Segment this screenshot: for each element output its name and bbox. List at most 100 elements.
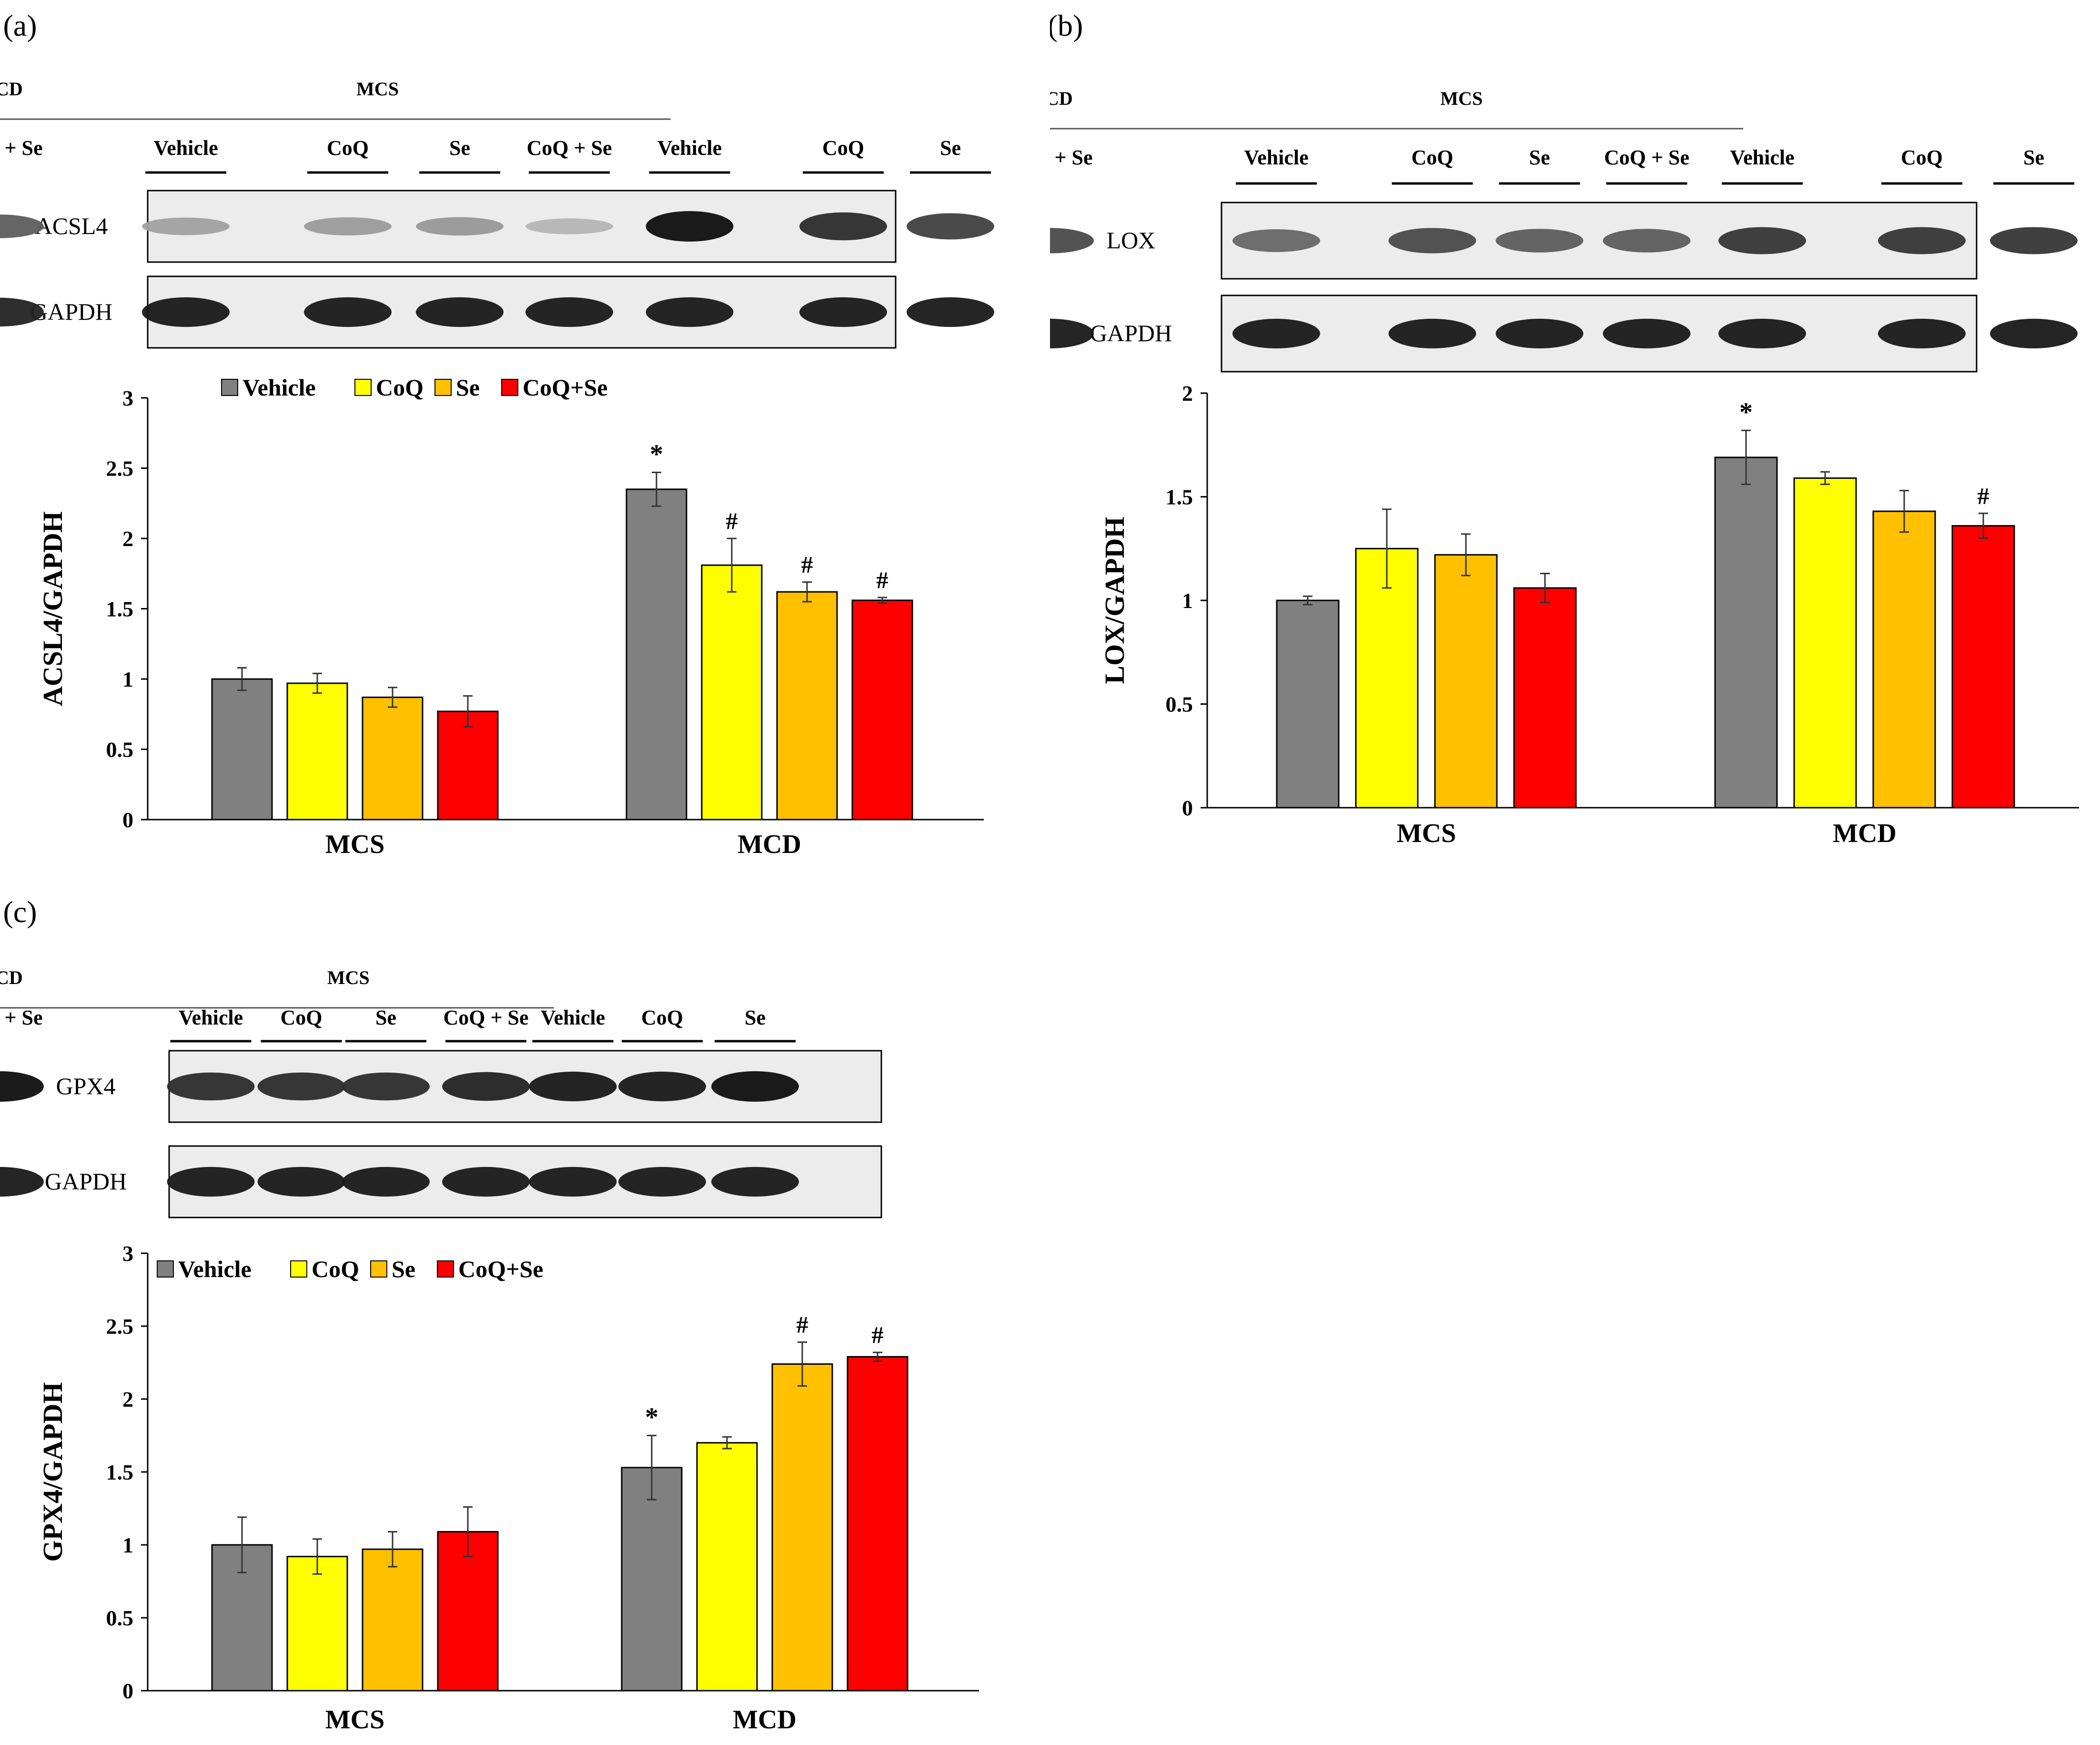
- blot-band: [167, 1167, 255, 1197]
- y-tick-label: 1.5: [106, 1460, 134, 1484]
- lane-label-coq: CoQ: [1901, 146, 1943, 169]
- blot-band: [342, 1167, 430, 1197]
- x-category-label-mcd: MCD: [733, 1705, 797, 1735]
- lane-label-vehicle: Vehicle: [1730, 146, 1794, 169]
- lane-label-se: Se: [2023, 146, 2044, 169]
- legend-label-vehicle: Vehicle: [242, 374, 316, 401]
- lane-label-vehicle: Vehicle: [153, 136, 218, 160]
- blot-band: [1388, 228, 1476, 254]
- blot-row-label-gapdh: GAPDH: [45, 1168, 127, 1195]
- legend-swatch-se: [434, 379, 452, 396]
- panel-label: (b): [1050, 9, 1083, 42]
- blot-band: [711, 1167, 799, 1197]
- lane-label-vehicle: Vehicle: [657, 136, 722, 160]
- lane-label-coq-se: CoQ + Se: [0, 136, 43, 160]
- y-axis-label: LOX/GAPDH: [1099, 517, 1130, 684]
- legend-label-se: Se: [392, 1256, 415, 1282]
- blot-band: [711, 1071, 799, 1102]
- panel-b: (b) MCS MCD Vehicle CoQ Se CoQ + Se Vehicle CoQ S…: [1050, 0, 2100, 886]
- x-category-label-mcs: MCS: [325, 830, 384, 859]
- bar-mcd-coq-se: [1951, 525, 2015, 809]
- blot-band: [1718, 318, 1806, 349]
- y-tick-label: 1: [122, 667, 133, 691]
- legend-swatch-coq: [290, 1260, 307, 1278]
- legend-label-coq-se: CoQ+Se: [523, 374, 608, 401]
- bar-mcs-se: [362, 696, 424, 821]
- x-category-label-mcs: MCS: [1397, 819, 1456, 848]
- y-tick-label: 0.5: [1166, 692, 1193, 717]
- lane-label-coq: CoQ: [1412, 146, 1454, 169]
- lane-label-coq: CoQ: [641, 1006, 683, 1029]
- bar-mcd-coq: [1793, 477, 1857, 809]
- blot-band: [416, 217, 504, 236]
- blot-band: [525, 218, 613, 234]
- blot-group-label-mcs: MCS: [356, 78, 399, 100]
- blot-band: [0, 297, 44, 327]
- significance-asterisk: *: [1739, 397, 1753, 427]
- x-category-label-mcd: MCD: [1833, 819, 1897, 848]
- bar-mcd-vehicle: [621, 1467, 683, 1692]
- significance-hash: #: [877, 567, 888, 593]
- y-tick-label: 0: [122, 1679, 133, 1703]
- y-tick-label: 2: [122, 527, 133, 551]
- legend-swatch-vehicle: [221, 379, 238, 396]
- blot-group-label-mcs: MCS: [1440, 88, 1483, 109]
- blot-frame-gapdh: [1221, 294, 1978, 373]
- y-tick-label: 2: [122, 1387, 133, 1411]
- y-tick-label: 0.5: [106, 738, 134, 762]
- blot-band: [1990, 318, 2078, 349]
- blot-group-label-mcs: MCS: [327, 967, 370, 988]
- lane-label-vehicle: Vehicle: [1244, 146, 1308, 169]
- significance-hash: #: [1978, 482, 1989, 509]
- lane-label-coq-se: CoQ + Se: [1050, 146, 1093, 169]
- significance-hash: #: [801, 551, 813, 578]
- y-tick-label: 0.5: [106, 1606, 134, 1630]
- blot-band: [1603, 229, 1691, 253]
- legend-label-coq-se: CoQ+Se: [458, 1256, 544, 1282]
- blot-band: [525, 297, 613, 327]
- y-tick-label: 1: [1182, 588, 1193, 613]
- blot-band: [1990, 227, 2078, 254]
- y-tick-label: 0: [1182, 796, 1193, 820]
- blot-band: [1232, 318, 1320, 349]
- blot-band: [799, 297, 887, 327]
- blot-row-label-lox: LOX: [1107, 227, 1156, 254]
- blot-band: [142, 297, 230, 327]
- blot-band: [529, 1071, 617, 1102]
- lane-label-coq-se: CoQ + Se: [443, 1006, 528, 1029]
- blot-band: [1878, 227, 1966, 254]
- blot-band: [442, 1167, 530, 1197]
- bar-mcs-se: [362, 1548, 424, 1692]
- significance-hash: #: [872, 1321, 884, 1348]
- x-category-label-mcd: MCD: [737, 830, 801, 859]
- lane-label-coq: CoQ: [822, 136, 864, 160]
- blot-band: [1603, 318, 1691, 349]
- blot-band: [618, 1167, 706, 1197]
- lane-label-vehicle: Vehicle: [541, 1006, 605, 1029]
- legend-swatch-vehicle: [157, 1260, 174, 1278]
- blot-band: [1050, 228, 1094, 254]
- bar-mcs-coq-se: [437, 710, 499, 821]
- panel-a: (a) MCS MCD Vehicle CoQ Se CoQ + Se Vehicle CoQ S…: [0, 0, 1050, 886]
- blot-band: [907, 213, 994, 240]
- lane-label-vehicle: Vehicle: [179, 1006, 243, 1029]
- blot-row-label-acsl4: ACSL4: [35, 213, 108, 239]
- lane-label-coq-se: CoQ + Se: [526, 136, 612, 160]
- y-tick-label: 0: [122, 808, 133, 832]
- panel-label: (a): [3, 9, 37, 42]
- blot-band: [907, 297, 994, 327]
- lane-label-coq-se: CoQ + Se: [1604, 146, 1689, 169]
- blot-band: [442, 1072, 530, 1101]
- significance-hash: #: [726, 507, 738, 534]
- bar-mcd-se: [771, 1363, 833, 1692]
- blot-band: [1388, 318, 1476, 349]
- bar-mcs-se: [1434, 554, 1498, 809]
- figure-c: (c) MCS MCD Vehicle CoQ Se CoQ + Se Vehicle CoQ S…: [0, 895, 979, 1735]
- bar-mcd-vehicle: [626, 488, 687, 821]
- significance-asterisk: *: [650, 439, 663, 469]
- y-axis-label: GPX4/GAPDH: [37, 1382, 68, 1562]
- bar-mcs-coq: [286, 1555, 348, 1692]
- blot-band: [646, 211, 734, 242]
- bar-mcd-se: [1872, 510, 1936, 809]
- blot-band: [167, 1072, 255, 1101]
